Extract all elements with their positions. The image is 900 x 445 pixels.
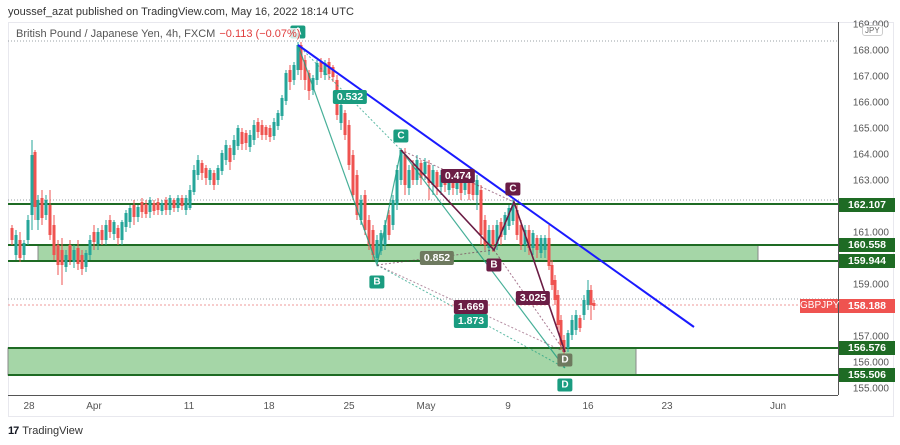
- last-price-tag: 158.188: [839, 299, 895, 313]
- time-tick: 23: [661, 401, 673, 412]
- time-tick: 18: [263, 401, 275, 412]
- point-label-c-plum[interactable]: C: [505, 182, 521, 196]
- point-label-d-plum[interactable]: D: [557, 353, 573, 367]
- lower-zone: [7, 347, 637, 376]
- time-tick: 25: [343, 401, 355, 412]
- time-tick: May: [416, 401, 436, 412]
- point-label-b-plum[interactable]: B: [486, 258, 502, 272]
- ratio-label[interactable]: 0.532: [332, 90, 368, 104]
- candlestick-series: [10, 42, 596, 355]
- price-tick: 155.000: [852, 383, 889, 395]
- price-tick: 164.000: [852, 149, 889, 161]
- price-tick: 167.000: [852, 71, 889, 83]
- point-label-d-teal[interactable]: D: [557, 378, 573, 392]
- time-tick: 9: [505, 401, 511, 412]
- ratio-label[interactable]: 0.474: [440, 169, 476, 183]
- level-tag: 155.506: [839, 368, 895, 382]
- level-tag: 162.107: [839, 198, 895, 212]
- currency-label[interactable]: JPY: [862, 25, 883, 36]
- price-tick: 165.000: [852, 123, 889, 135]
- plum-harmonic-pattern: [376, 149, 566, 353]
- ratio-label[interactable]: 1.669: [453, 300, 489, 314]
- time-tick: Apr: [86, 401, 102, 412]
- time-axis[interactable]: 28 Apr 11 18 25 May 9 16 23 Jun: [8, 395, 838, 418]
- price-change: −0.113 (−0.07%): [219, 28, 301, 40]
- symbol-description: British Pound / Japanese Yen, 4h, FXCM: [16, 28, 216, 40]
- price-tick: 157.000: [852, 331, 889, 343]
- ratio-label[interactable]: 1.873: [453, 314, 489, 328]
- level-tag: 156.576: [839, 341, 895, 355]
- price-tick: 166.000: [852, 97, 889, 109]
- chart-legend[interactable]: British Pound / Japanese Yen, 4h, FXCM −0…: [16, 28, 301, 40]
- time-tick: 11: [183, 401, 195, 412]
- time-tick: 28: [23, 401, 35, 412]
- footer-brand: 17 TradingView: [8, 425, 83, 437]
- time-tick: Jun: [769, 401, 787, 412]
- ratio-label[interactable]: 3.025: [515, 291, 551, 305]
- price-tick: 156.000: [852, 357, 889, 369]
- brand-name: TradingView: [22, 425, 83, 437]
- level-tag: 159.944: [839, 254, 895, 268]
- price-tick: 159.000: [852, 279, 889, 291]
- published-caption: youssef_azat published on TradingView.co…: [8, 6, 354, 18]
- level-tag: 160.558: [839, 238, 895, 252]
- tradingview-logo-icon: 17: [8, 425, 19, 437]
- chart-frame[interactable]: [8, 22, 894, 417]
- ratio-label[interactable]: 0.852: [419, 251, 455, 265]
- point-label-b-teal[interactable]: B: [369, 275, 385, 289]
- price-tick: 161.000: [852, 227, 889, 239]
- point-label-c-teal[interactable]: C: [393, 129, 409, 143]
- price-tick: 163.000: [852, 175, 889, 187]
- price-axis[interactable]: 169.000 168.000 167.000 166.000 165.000 …: [838, 20, 895, 395]
- upper-zone: [37, 244, 759, 262]
- time-tick: 16: [582, 401, 594, 412]
- symbol-tag: GBPJPY: [800, 299, 840, 313]
- price-tick: 168.000: [852, 45, 889, 57]
